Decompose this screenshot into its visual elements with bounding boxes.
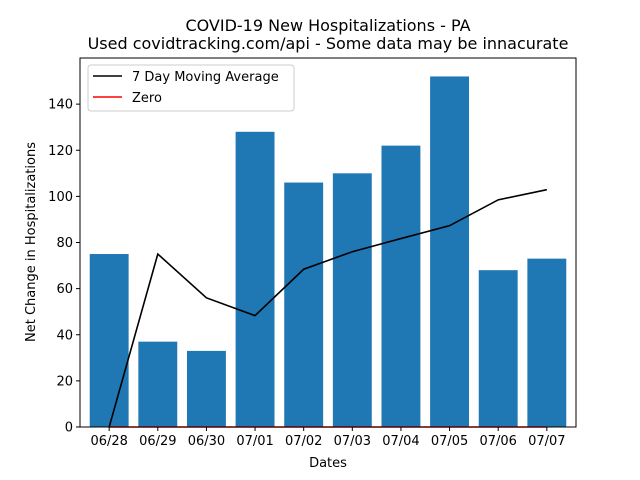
y-axis-label: Net Change in Hospitalizations (24, 142, 39, 342)
x-tick-label: 07/05 (431, 434, 468, 449)
bar-07-01 (235, 131, 275, 428)
chart-subtitle: Used covidtracking.com/api - Some data m… (88, 34, 569, 53)
x-tick-label: 07/07 (528, 434, 565, 449)
bar-07-07 (527, 258, 567, 427)
x-axis-ticks: 06/28 06/29 06/30 07/01 07/02 07/03 07/04 07/05… (90, 427, 566, 449)
y-tick-label: 60 (56, 282, 73, 297)
legend-label-zero: Zero (132, 91, 162, 106)
bar-07-02 (284, 182, 324, 427)
bar-07-05 (430, 76, 470, 427)
legend-label-moving-average: 7 Day Moving Average (132, 70, 279, 85)
y-axis-ticks: 0 20 40 60 80 100 120 140 (48, 98, 80, 436)
bar-07-04 (381, 145, 421, 427)
bar-06-30 (186, 350, 226, 427)
legend-box (87, 64, 295, 112)
bar-07-03 (332, 173, 372, 427)
bar-06-28 (89, 254, 129, 427)
y-tick-label: 120 (48, 144, 73, 159)
y-tick-label: 140 (48, 98, 73, 113)
moving-average-line (108, 188, 547, 428)
y-tick-label: 0 (65, 421, 73, 436)
x-tick-label: 06/28 (90, 434, 127, 449)
y-tick-label: 80 (56, 236, 73, 251)
x-axis-label: Dates (309, 456, 347, 471)
bar-07-06 (478, 270, 518, 427)
x-tick-label: 07/02 (285, 434, 322, 449)
y-tick-label: 20 (56, 374, 73, 389)
bars-layer (89, 76, 567, 428)
bar-06-29 (138, 341, 178, 427)
x-tick-label: 06/30 (188, 434, 225, 449)
legend: 7 Day Moving Average Zero (87, 64, 295, 112)
x-tick-label: 07/04 (382, 434, 419, 449)
x-tick-label: 06/29 (139, 434, 176, 449)
y-tick-label: 100 (48, 190, 73, 205)
chart-title: COVID-19 New Hospitalizations - PA (185, 16, 470, 35)
y-tick-label: 40 (56, 328, 73, 343)
x-tick-label: 07/03 (334, 434, 371, 449)
x-tick-label: 07/01 (236, 434, 273, 449)
x-tick-label: 07/06 (479, 434, 516, 449)
